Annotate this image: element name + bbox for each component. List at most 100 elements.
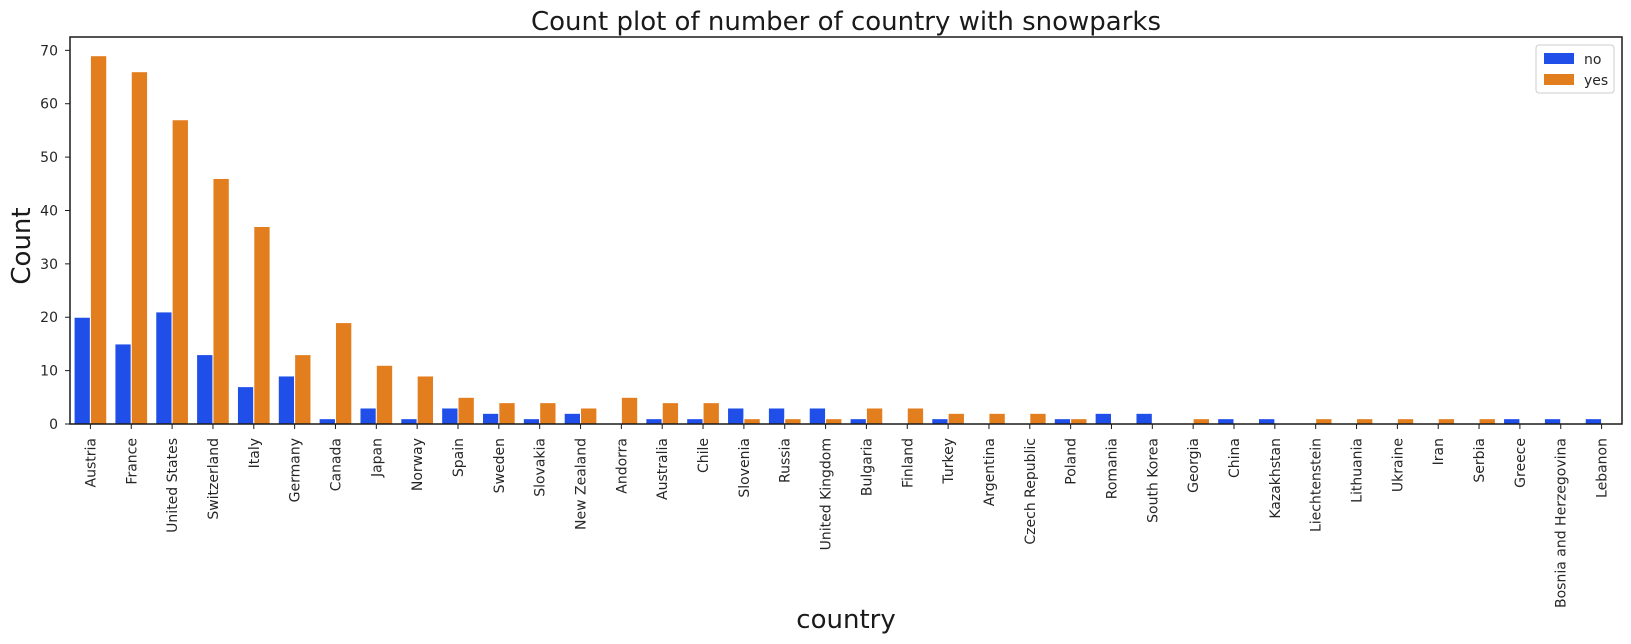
- bar-no: [155, 311, 173, 425]
- bar-no: [114, 343, 132, 425]
- x-tick-label: France: [124, 438, 140, 485]
- x-tick-label: Poland: [1064, 438, 1080, 485]
- bar-yes: [1478, 418, 1496, 425]
- x-tick-label: United Kingdom: [819, 438, 835, 550]
- bar-yes: [865, 407, 884, 425]
- bar-no: [236, 386, 255, 425]
- y-tick-label: 30: [40, 257, 58, 273]
- bar-no: [522, 418, 541, 425]
- bar-yes: [988, 412, 1006, 425]
- x-tick-label: China: [1227, 438, 1243, 478]
- bar-no: [563, 412, 582, 425]
- bar-yes: [1070, 418, 1088, 425]
- bar-no: [1135, 412, 1153, 425]
- x-tick-label: Chile: [696, 438, 712, 473]
- x-tick-label: Argentina: [982, 438, 998, 506]
- bar-no: [808, 407, 827, 425]
- bar-yes: [825, 418, 843, 425]
- bar-yes: [743, 418, 761, 425]
- bar-no: [1217, 418, 1235, 425]
- bar-yes: [702, 402, 720, 425]
- x-tick-label: United States: [165, 438, 181, 533]
- x-tick-label: Serbia: [1472, 438, 1488, 483]
- bar-no: [1053, 418, 1072, 425]
- bar-yes: [1315, 418, 1333, 425]
- plot-frame: [69, 36, 1623, 425]
- bar-no: [727, 407, 745, 425]
- x-tick-label: South Korea: [1145, 438, 1161, 523]
- x-tick-label: Kazakhstan: [1268, 438, 1284, 519]
- bar-no: [359, 407, 377, 425]
- bar-no: [931, 418, 949, 425]
- x-tick-label: Japan: [369, 438, 385, 478]
- x-axis-title: country: [796, 605, 895, 635]
- x-tick-label: Italy: [247, 438, 263, 468]
- bar-no: [1543, 418, 1562, 425]
- chart-title: Count plot of number of country with sno…: [531, 7, 1161, 37]
- bar-yes: [1356, 418, 1374, 425]
- bar-yes: [89, 55, 108, 425]
- x-tick-label: Spain: [451, 438, 467, 477]
- bar-no: [1503, 418, 1521, 425]
- x-tick-label: Bosnia and Herzegovina: [1554, 438, 1570, 608]
- bar-yes: [947, 412, 965, 425]
- x-axis-ticks: Austria France United States Switzerland Ita…: [83, 424, 1611, 608]
- bar-yes: [212, 177, 230, 425]
- legend-label-yes: yes: [1584, 73, 1608, 89]
- bar-no: [1584, 418, 1603, 425]
- bar-no: [686, 418, 704, 425]
- bar-yes: [457, 396, 475, 425]
- bar-yes: [334, 322, 353, 425]
- bar-yes: [1396, 418, 1415, 425]
- bar-yes: [498, 402, 516, 425]
- x-tick-label: Slovenia: [737, 438, 753, 498]
- bar-no: [400, 418, 418, 425]
- x-tick-label: Ukraine: [1390, 438, 1406, 492]
- bar-yes: [580, 407, 598, 425]
- bar-no: [1258, 418, 1276, 425]
- x-tick-label: Romania: [1104, 438, 1120, 499]
- legend: no yes: [1535, 44, 1615, 94]
- x-tick-label: Iran: [1431, 438, 1447, 465]
- legend-label-no: no: [1584, 52, 1601, 68]
- bar-no: [73, 316, 91, 425]
- x-tick-label: Liechtenstein: [1309, 438, 1325, 532]
- x-tick-label: Greece: [1513, 438, 1529, 488]
- y-tick-label: 10: [40, 364, 58, 380]
- x-tick-label: Norway: [410, 438, 426, 491]
- y-tick-label: 20: [40, 310, 58, 326]
- bar-no: [318, 418, 336, 425]
- bar-yes: [171, 119, 189, 425]
- x-tick-label: Czech Republic: [1023, 438, 1039, 545]
- x-tick-label: Lithuania: [1350, 438, 1366, 503]
- bar-yes: [1437, 418, 1456, 425]
- x-tick-label: Lebanon: [1595, 438, 1611, 498]
- y-tick-label: 70: [40, 43, 58, 59]
- bar-no: [645, 418, 663, 425]
- y-tick-label: 50: [40, 150, 58, 166]
- bar-no: [482, 412, 500, 425]
- bar-yes: [539, 402, 557, 425]
- bar-no: [849, 418, 867, 425]
- bar-yes: [620, 396, 639, 425]
- x-tick-label: New Zealand: [574, 438, 590, 530]
- bar-no: [441, 407, 459, 425]
- y-axis-title: Count: [7, 207, 37, 284]
- x-tick-label: Germany: [288, 438, 304, 502]
- bars: [73, 55, 1603, 425]
- y-tick-label: 0: [49, 417, 58, 433]
- x-tick-label: Austria: [83, 438, 99, 487]
- bar-yes: [661, 402, 680, 425]
- x-tick-label: Slovakia: [533, 438, 549, 497]
- y-axis-ticks: 0 10 20 30 40 50 60 70: [40, 43, 70, 433]
- x-tick-label: Canada: [328, 438, 344, 491]
- legend-swatch-yes: [1544, 74, 1574, 85]
- x-tick-label: Bulgaria: [859, 438, 875, 496]
- bar-yes: [253, 225, 271, 425]
- x-tick-label: Russia: [778, 438, 794, 483]
- y-tick-label: 40: [40, 203, 58, 219]
- bar-yes: [416, 375, 434, 425]
- bar-no: [767, 407, 786, 425]
- x-tick-label: Switzerland: [206, 438, 222, 520]
